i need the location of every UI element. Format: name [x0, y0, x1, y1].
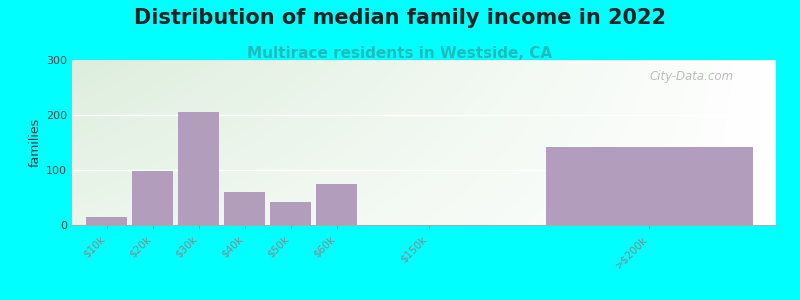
Bar	[86, 217, 127, 225]
Bar	[132, 171, 174, 225]
Text: Multirace residents in Westside, CA: Multirace residents in Westside, CA	[247, 46, 553, 62]
Bar	[316, 184, 358, 225]
Bar	[224, 192, 266, 225]
Y-axis label: families: families	[29, 118, 42, 167]
Bar	[546, 147, 753, 225]
Bar	[178, 112, 219, 225]
Bar	[270, 202, 311, 225]
Text: Distribution of median family income in 2022: Distribution of median family income in …	[134, 8, 666, 28]
Text: City-Data.com: City-Data.com	[650, 70, 734, 83]
